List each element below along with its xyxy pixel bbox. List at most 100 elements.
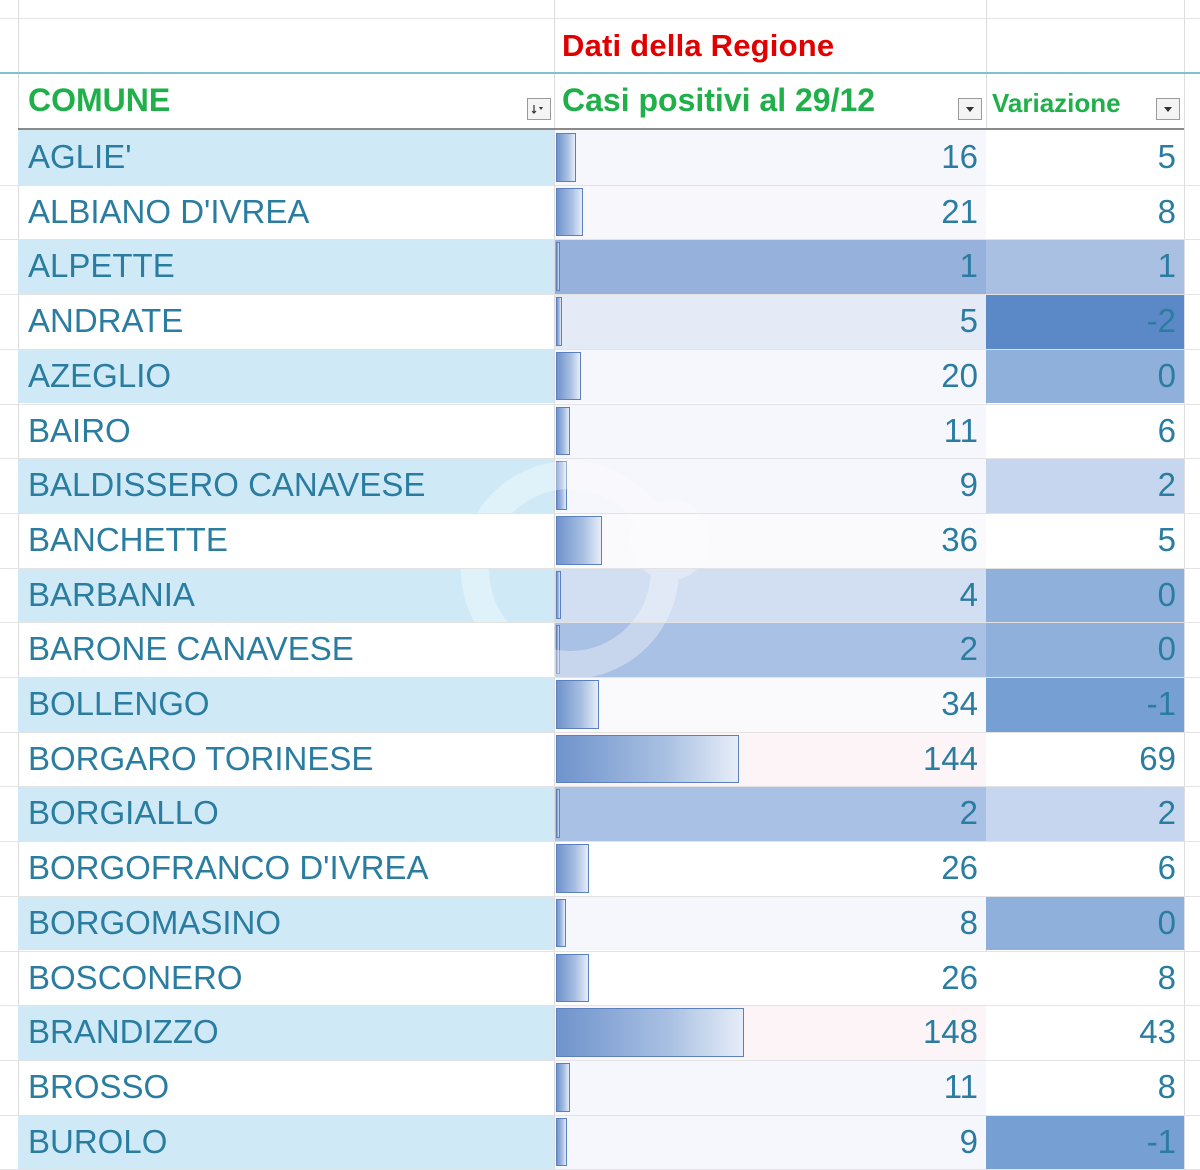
casi-cell[interactable]: 9: [555, 1114, 986, 1170]
comune-cell[interactable]: AZEGLIO: [18, 348, 554, 404]
comune-name: BOLLENGO: [28, 685, 210, 722]
header-variazione[interactable]: Variazione: [992, 88, 1121, 118]
variazione-cell[interactable]: 1: [986, 239, 1184, 295]
casi-cell[interactable]: 5: [555, 294, 986, 349]
sort-filter-icon[interactable]: [527, 98, 551, 120]
comune-cell[interactable]: BALDISSERO CANAVESE: [18, 458, 554, 513]
variazione-cell[interactable]: 2: [986, 786, 1184, 842]
header-row: COMUNE Casi positivi al 29/12 Variazione: [0, 72, 1200, 130]
dropdown-filter-icon[interactable]: [958, 98, 982, 120]
data-bar: [556, 133, 577, 182]
data-bar: [556, 351, 582, 401]
gridline: [0, 184, 1200, 186]
comune-cell[interactable]: BRANDIZZO: [18, 1005, 554, 1060]
variazione-cell[interactable]: 0: [986, 622, 1184, 677]
gridline: [0, 786, 1200, 788]
comune-cell[interactable]: BOSCONERO: [18, 951, 554, 1006]
variazione-value: 0: [1157, 575, 1176, 613]
table-row: BOLLENGO 34 -1: [0, 677, 1200, 732]
casi-cell[interactable]: 21: [555, 184, 986, 240]
header-comune[interactable]: COMUNE: [28, 82, 171, 118]
comune-cell[interactable]: ALBIANO D'IVREA: [18, 185, 554, 240]
dropdown-filter-icon[interactable]: [1156, 98, 1180, 120]
comune-cell[interactable]: BOLLENGO: [18, 677, 554, 732]
variazione-cell[interactable]: 6: [986, 841, 1184, 896]
casi-value: 36: [941, 520, 978, 558]
comune-name: BRANDIZZO: [28, 1013, 219, 1051]
gridline: [0, 458, 1200, 460]
variazione-cell[interactable]: 5: [986, 130, 1184, 185]
casi-cell[interactable]: 1: [555, 239, 986, 295]
gridline: [0, 1114, 1200, 1116]
data-bar: [556, 844, 590, 893]
casi-cell[interactable]: 9: [555, 458, 986, 513]
variazione-cell[interactable]: 8: [986, 950, 1184, 1006]
comune-cell[interactable]: BARBANIA: [18, 567, 554, 623]
gridline: [0, 18, 1200, 19]
variazione-cell[interactable]: -1: [986, 1114, 1184, 1170]
comune-name: AZEGLIO: [28, 356, 172, 394]
comune-cell[interactable]: BANCHETTE: [18, 513, 554, 568]
comune-cell[interactable]: BAIRO: [18, 404, 554, 459]
casi-cell[interactable]: 26: [555, 950, 986, 1006]
casi-cell[interactable]: 2: [555, 786, 986, 842]
table-row: ANDRATE 5 -2: [0, 294, 1200, 349]
comune-name: BAIRO: [28, 411, 131, 449]
casi-cell[interactable]: 4: [555, 567, 986, 623]
gridline: [0, 512, 1200, 514]
casi-cell[interactable]: 36: [555, 512, 986, 568]
casi-cell[interactable]: 8: [555, 895, 986, 951]
comune-name: ALPETTE: [28, 247, 175, 285]
comune-cell[interactable]: BORGARO TORINESE: [18, 732, 554, 787]
variazione-cell[interactable]: 6: [986, 403, 1184, 459]
variazione-cell[interactable]: 5: [986, 512, 1184, 568]
comune-cell[interactable]: ALPETTE: [18, 239, 554, 295]
casi-value: 20: [941, 356, 978, 394]
casi-cell[interactable]: 11: [555, 1059, 986, 1115]
comune-name: BARBANIA: [28, 575, 195, 613]
casi-cell[interactable]: 148: [555, 1005, 986, 1060]
gridline: [0, 622, 1200, 624]
comune-cell[interactable]: BROSSO: [18, 1060, 554, 1115]
variazione-cell[interactable]: 43: [986, 1005, 1184, 1060]
data-bar: [556, 570, 562, 620]
comune-cell[interactable]: ANDRATE: [18, 294, 554, 349]
comune-name: BORGIALLO: [28, 794, 219, 832]
casi-value: 2: [959, 630, 978, 668]
casi-value: 34: [941, 685, 978, 722]
variazione-cell[interactable]: 0: [986, 348, 1184, 404]
variazione-cell[interactable]: 69: [986, 731, 1184, 787]
comune-cell[interactable]: BORGOMASINO: [18, 895, 554, 951]
variazione-value: -2: [1146, 302, 1176, 340]
casi-cell[interactable]: 26: [555, 841, 986, 896]
casi-cell[interactable]: 11: [555, 403, 986, 459]
comune-cell[interactable]: BUROLO: [18, 1114, 554, 1170]
casi-value: 16: [941, 138, 978, 175]
data-bar: [556, 953, 590, 1003]
table-row: BAIRO 11 6: [0, 403, 1200, 459]
variazione-value: 2: [1157, 794, 1176, 832]
casi-cell[interactable]: 2: [555, 622, 986, 677]
data-bar: [556, 734, 739, 784]
variazione-cell[interactable]: 0: [986, 567, 1184, 623]
variazione-cell[interactable]: -2: [986, 294, 1184, 349]
variazione-cell[interactable]: 8: [986, 1059, 1184, 1115]
data-bar: [556, 1117, 568, 1167]
casi-cell[interactable]: 144: [555, 731, 986, 787]
variazione-cell[interactable]: 2: [986, 458, 1184, 513]
comune-cell[interactable]: AGLIE': [18, 130, 554, 185]
casi-cell[interactable]: 16: [555, 130, 986, 185]
variazione-cell[interactable]: -1: [986, 677, 1184, 732]
variazione-cell[interactable]: 0: [986, 895, 1184, 951]
gridline: [0, 1059, 1200, 1061]
casi-cell[interactable]: 34: [555, 677, 986, 732]
header-casi[interactable]: Casi positivi al 29/12: [562, 82, 876, 118]
casi-cell[interactable]: 20: [555, 348, 986, 404]
comune-cell[interactable]: BORGIALLO: [18, 786, 554, 842]
variazione-cell[interactable]: 8: [986, 184, 1184, 240]
comune-cell[interactable]: BORGOFRANCO D'IVREA: [18, 841, 554, 896]
comune-cell[interactable]: BARONE CANAVESE: [18, 622, 554, 677]
comune-name: BROSSO: [28, 1067, 170, 1105]
casi-value: 9: [959, 1122, 978, 1160]
data-bar: [556, 1062, 570, 1112]
